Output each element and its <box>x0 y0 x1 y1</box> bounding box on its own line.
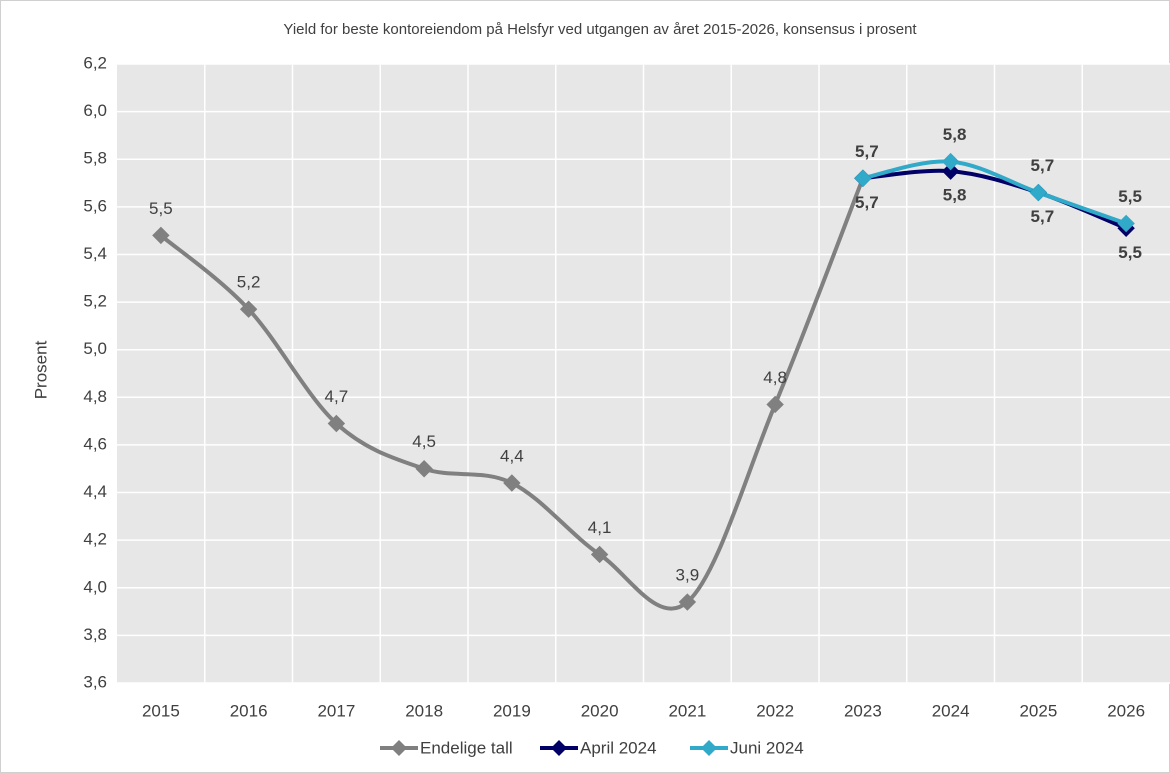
legend-marker <box>701 740 717 756</box>
marker <box>766 395 784 414</box>
x-tick-label: 2026 <box>1107 701 1145 720</box>
chart-title: Yield for beste kontoreiendom på Helsfyr… <box>283 21 917 38</box>
x-tick-label: 2023 <box>844 701 882 720</box>
series-line <box>862 159 1127 226</box>
y-tick-label: 6,2 <box>83 53 107 72</box>
data-label: 5,2 <box>237 273 261 292</box>
data-label: 4,1 <box>588 518 612 537</box>
y-tick-label: 5,8 <box>83 149 107 168</box>
data-label: 5,5 <box>1118 187 1142 206</box>
x-tick-label: 2015 <box>142 701 180 720</box>
marker <box>590 545 609 564</box>
data-label: 5,7 <box>855 142 879 161</box>
x-tick-label: 2025 <box>1019 701 1057 720</box>
marker <box>415 460 433 478</box>
y-tick-label: 4,6 <box>83 434 107 453</box>
y-tick-label: 3,8 <box>83 625 107 644</box>
legend-marker <box>391 740 407 756</box>
data-label: 4,4 <box>500 446 524 465</box>
marker <box>327 414 346 433</box>
data-label: 3,9 <box>676 566 700 585</box>
data-label: 4,7 <box>325 387 349 406</box>
marker <box>1117 214 1135 233</box>
data-label: 4,5 <box>412 432 436 451</box>
data-label: 4,8 <box>763 368 787 387</box>
marker <box>678 593 697 611</box>
x-tick-label: 2016 <box>230 701 268 720</box>
y-tick-label: 4,8 <box>83 387 107 406</box>
y-axis-label: Prosent <box>31 340 50 399</box>
marker <box>239 300 258 318</box>
x-tick-label: 2020 <box>581 701 619 720</box>
data-label: 5,5 <box>149 199 173 218</box>
y-tick-label: 4,4 <box>83 482 107 501</box>
x-tick-label: 2018 <box>405 701 443 720</box>
data-label: 5,7 <box>855 193 879 212</box>
x-tick-label: 2022 <box>756 701 794 720</box>
y-tick-label: 6,0 <box>83 101 107 120</box>
marker <box>941 152 960 171</box>
data-label: 5,7 <box>1031 156 1055 175</box>
marker <box>854 169 872 187</box>
y-tick-label: 4,2 <box>83 530 107 549</box>
y-tick-label: 4,0 <box>83 577 107 596</box>
x-tick-label: 2024 <box>932 701 970 720</box>
x-tick-label: 2021 <box>668 701 706 720</box>
x-tick-label: 2017 <box>317 701 355 720</box>
marker <box>152 226 170 245</box>
legend-label: Endelige tall <box>420 738 513 757</box>
data-label: 5,5 <box>1118 243 1142 262</box>
x-tick-label: 2019 <box>493 701 531 720</box>
y-tick-label: 5,2 <box>83 292 107 311</box>
y-tick-label: 5,4 <box>83 244 107 263</box>
y-tick-label: 5,6 <box>83 196 107 215</box>
marker <box>941 162 960 180</box>
marker <box>1029 183 1048 202</box>
y-tick-label: 3,6 <box>83 672 107 691</box>
legend-marker <box>551 740 567 756</box>
data-label: 5,7 <box>1031 207 1055 226</box>
y-tick-label: 5,0 <box>83 339 107 358</box>
legend-label: April 2024 <box>580 738 657 757</box>
legend-label: Juni 2024 <box>730 738 804 757</box>
marker <box>503 474 521 492</box>
data-label: 5,8 <box>943 125 967 144</box>
data-label: 5,8 <box>943 186 967 205</box>
